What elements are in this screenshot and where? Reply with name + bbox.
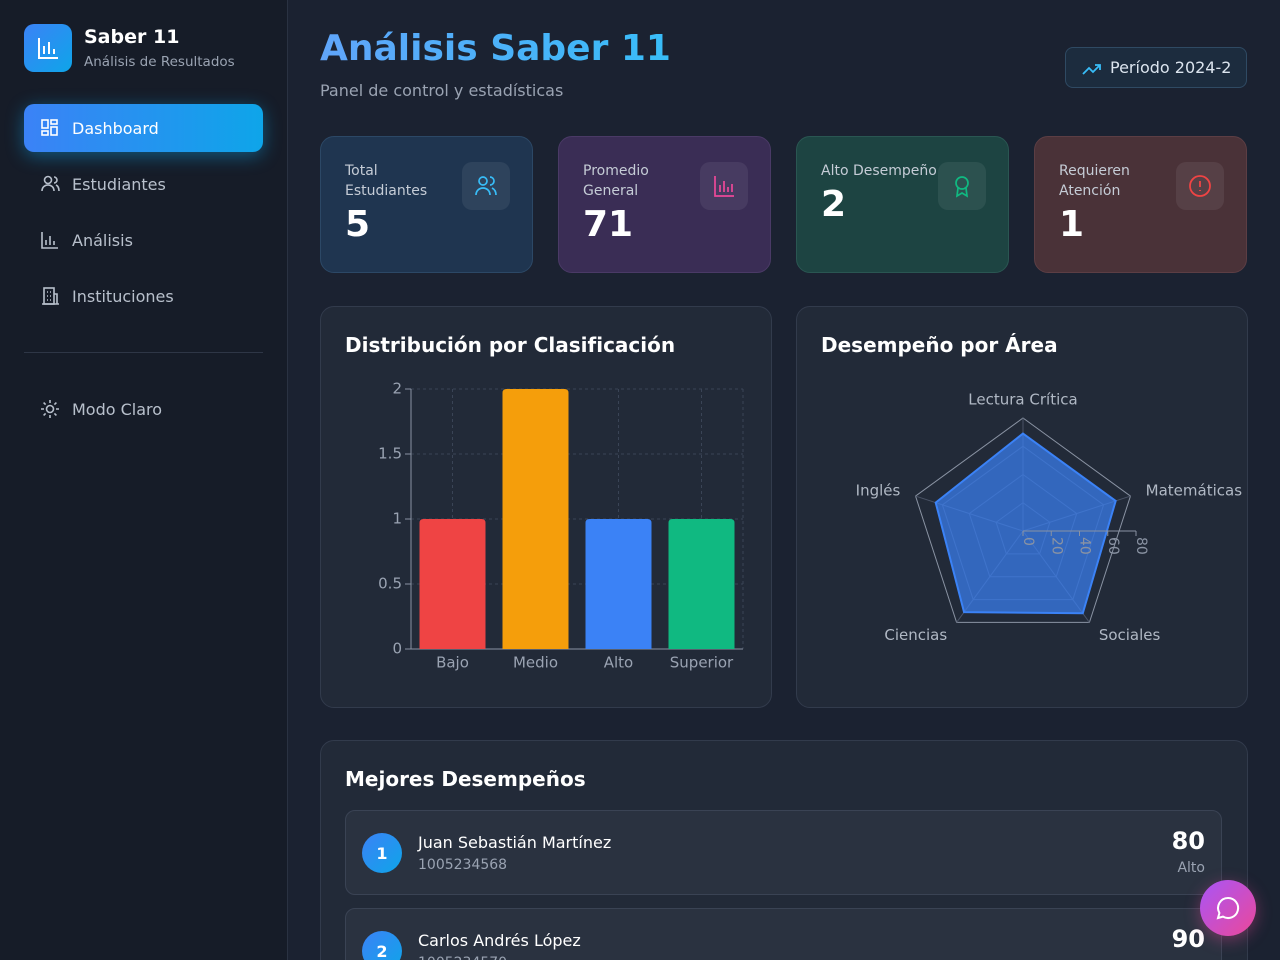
stat-card: Requieren Atención 1 <box>1034 136 1247 273</box>
chart-card: 0 0.5 1 1.5 2 Bajo Medio Alto Superior Distribuc… <box>320 306 772 708</box>
bar <box>419 519 486 649</box>
theme-label: Modo Claro <box>72 399 163 419</box>
chat-button[interactable] <box>1200 880 1256 936</box>
top-performers-card: Mejores Desempeños 1 Juan Sebastián Mart… <box>320 740 1248 960</box>
axis-label: Ciencias <box>884 626 947 644</box>
stat-label: Total Estudiantes <box>345 163 428 199</box>
nav-label: Análisis <box>72 230 133 250</box>
nav-label: Estudiantes <box>72 174 166 194</box>
r-tick-label: 80 <box>1133 537 1149 555</box>
stat-card: Promedio General 71 <box>558 136 771 273</box>
student-name: Carlos Andrés López <box>418 931 581 950</box>
stat-value: 2 <box>821 184 847 225</box>
student-id: 1005234570 <box>418 955 507 960</box>
y-tick-label: 2 <box>392 380 402 398</box>
axis-label: Lectura Crítica <box>968 391 1077 409</box>
section-title: Mejores Desempeños <box>345 767 586 791</box>
nav-label: Dashboard <box>72 118 159 138</box>
stat-icon <box>1176 162 1224 210</box>
student-name: Juan Sebastián Martínez <box>418 833 612 852</box>
nav-icon <box>41 232 58 249</box>
nav-icon <box>41 119 58 136</box>
chart-title: Desempeño por Área <box>821 333 1058 357</box>
grid-ring <box>914 417 1132 623</box>
bar <box>502 389 569 649</box>
score: 80 <box>1171 827 1205 855</box>
page-subtitle: Panel de control y estadísticas <box>320 81 564 100</box>
nav-icon <box>41 175 60 192</box>
chat-icon <box>1216 896 1240 920</box>
x-tick-label: Medio <box>513 654 558 672</box>
stat-value: 1 <box>1059 204 1085 245</box>
stat-card: Alto Desempeño 2 <box>796 136 1009 273</box>
x-tick-label: Alto <box>604 654 634 672</box>
x-tick-label: Superior <box>670 654 734 672</box>
stat-icon <box>938 162 986 210</box>
r-tick-label: 20 <box>1048 537 1064 555</box>
axis-label: Sociales <box>1099 626 1161 644</box>
rank-badge: 1 <box>362 833 402 873</box>
page-title: Análisis Saber 11 <box>320 28 671 69</box>
chart-title: Distribución por Clasificación <box>345 333 676 357</box>
theme-toggle[interactable]: Modo Claro <box>24 385 263 433</box>
sidebar: Saber 11 Análisis de Resultados Dashboar… <box>0 0 288 960</box>
radar-chart: Lectura Crítica Matemáticas Sociales Cienci… <box>856 391 1243 644</box>
stat-icon <box>462 162 510 210</box>
period-button[interactable]: Período 2024-2 <box>1065 47 1247 88</box>
performer-row[interactable]: 2 Carlos Andrés López 1005234570 90 <box>345 908 1222 960</box>
nav-item[interactable]: Dashboard <box>24 104 263 152</box>
radar-area <box>934 432 1117 615</box>
x-tick-label: Bajo <box>436 654 469 672</box>
r-tick-label: 40 <box>1077 537 1093 555</box>
nav-item[interactable]: Estudiantes <box>24 160 263 208</box>
bar <box>585 519 652 649</box>
stat-label: Requieren Atención <box>1059 163 1130 199</box>
period-label: Período 2024-2 <box>1110 58 1232 77</box>
r-tick-label: 0 <box>1020 537 1036 546</box>
chart-card: Lectura Crítica Matemáticas Sociales Cienci… <box>796 306 1248 708</box>
brand-title: Saber 11 <box>84 26 180 48</box>
logo <box>24 24 72 72</box>
brand-subtitle: Análisis de Resultados <box>84 54 235 70</box>
axis-label: Inglés <box>856 482 901 500</box>
bar-chart: 0 0.5 1 1.5 2 Bajo Medio Alto Superior <box>378 380 744 672</box>
stat-card: Total Estudiantes 5 <box>320 136 533 273</box>
student-id: 1005234568 <box>418 857 508 873</box>
bar <box>668 519 735 649</box>
divider <box>24 352 263 353</box>
axis-label: Matemáticas <box>1146 482 1243 500</box>
stat-icon <box>700 162 748 210</box>
stat-value: 71 <box>583 204 634 245</box>
rank-badge: 2 <box>362 931 402 960</box>
trend-icon <box>1082 64 1101 75</box>
r-tick-label: 60 <box>1105 537 1121 555</box>
stat-value: 5 <box>345 204 371 245</box>
y-tick-label: 0.5 <box>378 575 402 593</box>
nav-item[interactable]: Análisis <box>24 216 263 264</box>
y-tick-label: 0 <box>392 640 402 658</box>
logo-icon <box>38 38 58 59</box>
nav-icon <box>42 287 59 305</box>
y-tick-label: 1 <box>392 510 402 528</box>
performer-row[interactable]: 1 Juan Sebastián Martínez 1005234568 80 … <box>345 810 1222 895</box>
sun-icon <box>41 400 59 418</box>
level: Alto <box>1177 860 1205 876</box>
stat-label: Alto Desempeño <box>821 163 937 179</box>
nav-label: Instituciones <box>72 286 174 306</box>
score: 90 <box>1171 925 1205 953</box>
nav-item[interactable]: Instituciones <box>24 272 263 320</box>
y-tick-label: 1.5 <box>378 445 402 463</box>
stat-label: Promedio General <box>583 163 649 199</box>
